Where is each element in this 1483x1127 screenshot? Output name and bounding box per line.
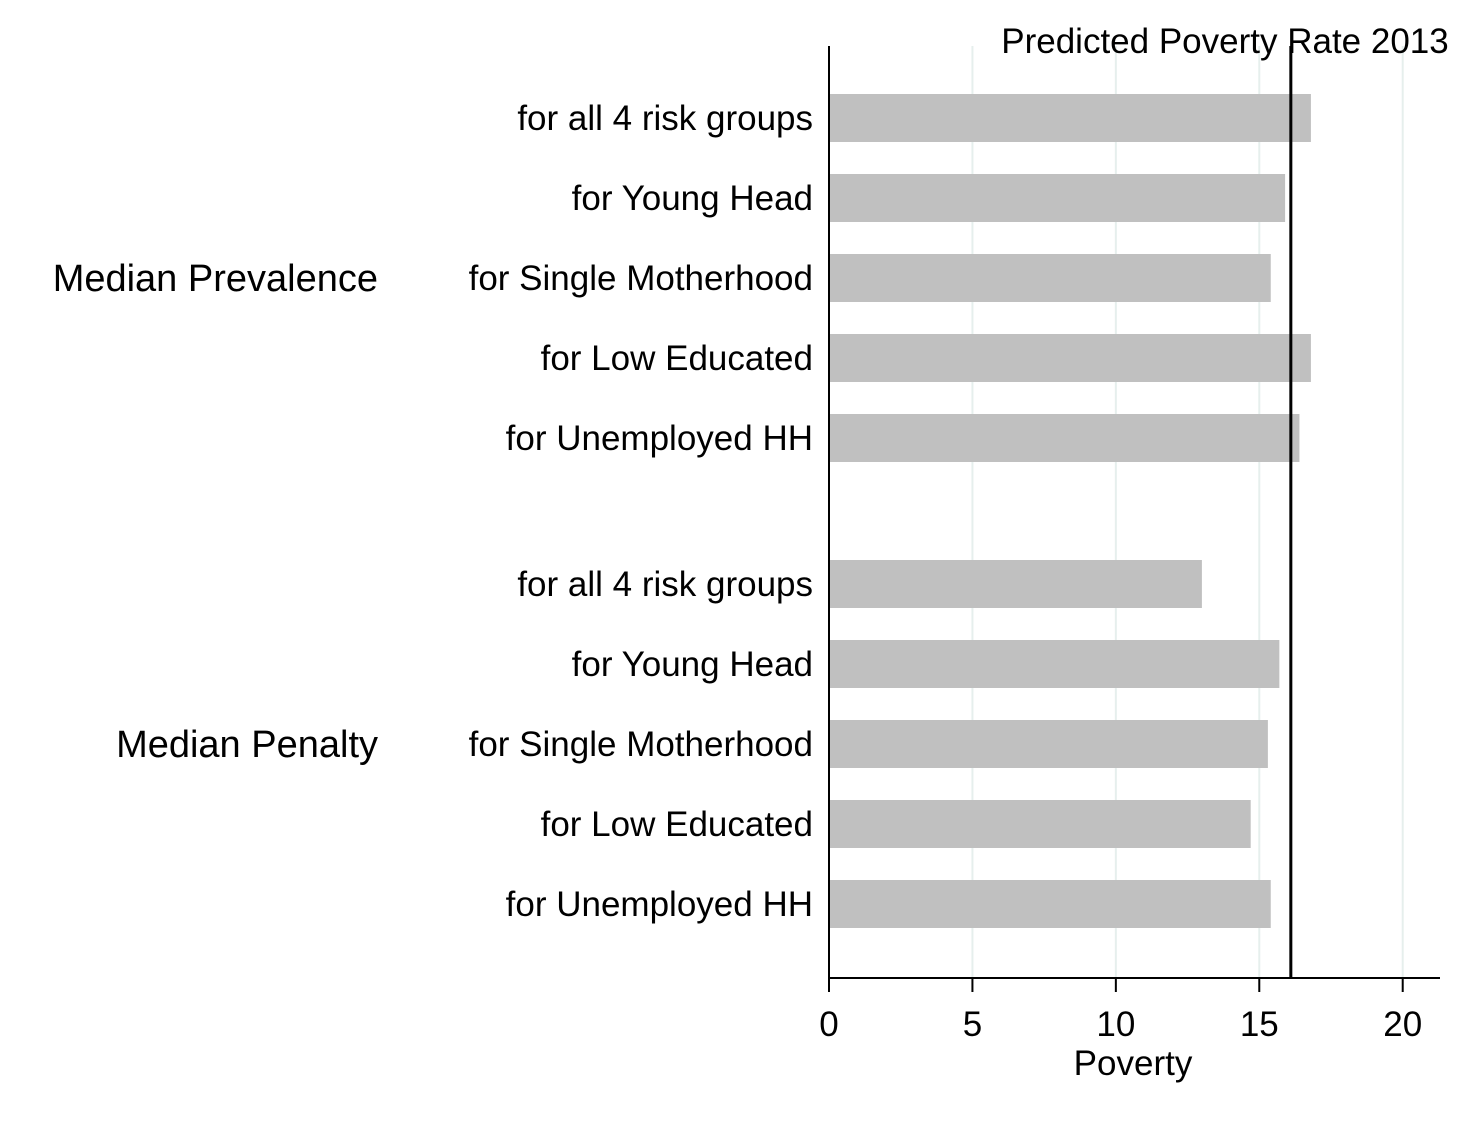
category-label: for Single Motherhood (469, 259, 813, 298)
bar-prevalence-4 (829, 414, 1300, 462)
bar-penalty-3 (829, 800, 1251, 848)
x-tick-label: 15 (1240, 1005, 1279, 1044)
category-label: for Low Educated (541, 805, 813, 844)
group-label: Median Penalty (116, 724, 378, 766)
reference-line-label: Predicted Poverty Rate 2013 (1001, 22, 1448, 61)
category-label: for Unemployed HH (506, 885, 813, 924)
x-tick-label: 0 (819, 1005, 838, 1044)
x-tick-label: 5 (963, 1005, 982, 1044)
bar-prevalence-1 (829, 174, 1286, 222)
bars (829, 94, 1311, 928)
bar-prevalence-3 (829, 334, 1311, 382)
category-label: for all 4 risk groups (517, 565, 813, 604)
category-label: for Unemployed HH (506, 419, 813, 458)
bar-penalty-4 (829, 880, 1271, 928)
bar-prevalence-0 (829, 94, 1311, 142)
category-label: for Young Head (572, 645, 813, 684)
category-label: for Young Head (572, 179, 813, 218)
x-axis-title: Poverty (1074, 1044, 1193, 1083)
group-label: Median Prevalence (53, 258, 378, 300)
bar-penalty-2 (829, 720, 1268, 768)
bar-prevalence-2 (829, 254, 1271, 302)
x-tick-label: 10 (1096, 1005, 1135, 1044)
category-label: for all 4 risk groups (517, 99, 813, 138)
x-tick-label: 20 (1383, 1005, 1422, 1044)
bar-penalty-0 (829, 560, 1202, 608)
axes: 0 5 10 15 20 (819, 46, 1440, 1044)
bar-penalty-1 (829, 640, 1280, 688)
labels: for all 4 risk groups for Young Head for S… (53, 99, 813, 924)
category-label: for Low Educated (541, 339, 813, 378)
category-label: for Single Motherhood (469, 725, 813, 764)
